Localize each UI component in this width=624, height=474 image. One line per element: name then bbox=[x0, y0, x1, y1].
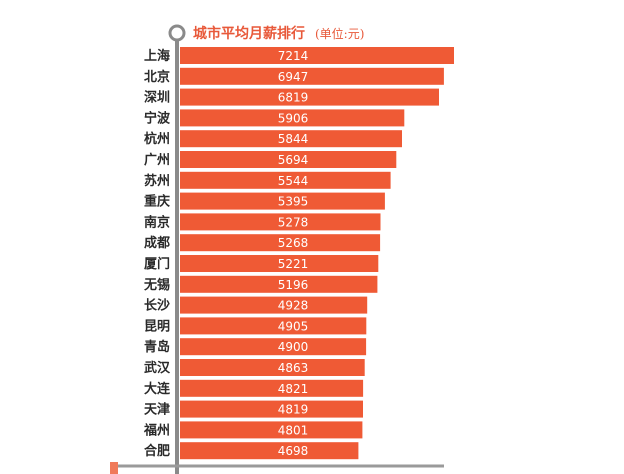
axis-top-circle bbox=[168, 24, 186, 42]
bar-8 bbox=[180, 192, 385, 210]
bar-20 bbox=[180, 442, 359, 460]
value-label-3: 6819 bbox=[278, 91, 309, 105]
bar-4 bbox=[180, 109, 405, 127]
city-label-16: 武汉 bbox=[144, 360, 171, 376]
city-label-18: 天津 bbox=[144, 402, 170, 418]
bar-10 bbox=[180, 234, 381, 252]
city-label-11: 厦门 bbox=[144, 256, 170, 272]
value-label-18: 4819 bbox=[278, 403, 309, 417]
bar-19 bbox=[180, 421, 363, 439]
bar-17 bbox=[180, 379, 364, 397]
city-label-10: 成都 bbox=[144, 235, 170, 251]
city-label-1: 上海 bbox=[144, 48, 170, 64]
bar-2 bbox=[180, 67, 444, 85]
value-labels-group: 7214 6947 6819 5906 5844 5694 5544 5395 5278 5268… bbox=[278, 49, 309, 458]
city-label-17: 大连 bbox=[144, 381, 171, 397]
city-label-15: 青岛 bbox=[144, 339, 170, 355]
value-label-14: 4905 bbox=[278, 319, 309, 333]
chart-title: 城市平均月薪排行 bbox=[193, 25, 305, 42]
city-label-3: 深圳 bbox=[144, 90, 170, 106]
value-label-6: 5694 bbox=[278, 153, 309, 167]
bar-15 bbox=[180, 338, 367, 356]
value-label-2: 6947 bbox=[278, 70, 309, 84]
city-label-8: 重庆 bbox=[144, 194, 170, 210]
city-label-14: 昆明 bbox=[144, 318, 170, 334]
city-label-12: 无锡 bbox=[143, 277, 170, 293]
bar-7 bbox=[180, 171, 391, 189]
city-label-13: 长沙 bbox=[144, 298, 170, 314]
value-label-15: 4900 bbox=[278, 340, 309, 354]
bar-5 bbox=[180, 130, 402, 148]
value-label-16: 4863 bbox=[278, 361, 309, 375]
value-label-17: 4821 bbox=[278, 382, 309, 396]
city-label-9: 南京 bbox=[144, 214, 170, 230]
bar-18 bbox=[180, 400, 363, 418]
city-label-2: 北京 bbox=[144, 69, 170, 85]
city-label-7: 苏州 bbox=[144, 173, 170, 189]
value-label-20: 4698 bbox=[278, 444, 309, 458]
bar-1 bbox=[180, 47, 454, 64]
bar-6 bbox=[180, 151, 397, 168]
value-label-7: 5544 bbox=[278, 174, 309, 188]
city-label-19: 福州 bbox=[143, 422, 170, 438]
bars-group bbox=[180, 47, 454, 460]
city-label-5: 杭州 bbox=[144, 131, 170, 147]
bar-14 bbox=[180, 317, 367, 335]
value-label-9: 5278 bbox=[278, 215, 309, 229]
city-label-6: 广州 bbox=[144, 152, 170, 168]
value-label-12: 5196 bbox=[278, 278, 309, 292]
value-label-10: 5268 bbox=[278, 236, 309, 250]
chart-unit-note: (单位:元) bbox=[315, 26, 364, 41]
value-label-5: 5844 bbox=[278, 132, 309, 146]
bottom-stub bbox=[110, 462, 118, 474]
value-label-19: 4801 bbox=[278, 423, 309, 437]
value-label-11: 5221 bbox=[278, 257, 309, 271]
value-label-13: 4928 bbox=[278, 299, 309, 313]
bar-13 bbox=[180, 296, 368, 314]
bar-16 bbox=[180, 359, 365, 376]
value-label-8: 5395 bbox=[278, 195, 309, 209]
bar-12 bbox=[180, 275, 378, 293]
city-label-20: 合肥 bbox=[144, 443, 170, 459]
value-label-1: 7214 bbox=[278, 49, 309, 63]
city-label-4: 宁波 bbox=[144, 110, 171, 126]
bar-3 bbox=[180, 88, 439, 106]
value-label-4: 5906 bbox=[278, 111, 309, 125]
bar-11 bbox=[180, 255, 379, 272]
bar-9 bbox=[180, 213, 381, 231]
